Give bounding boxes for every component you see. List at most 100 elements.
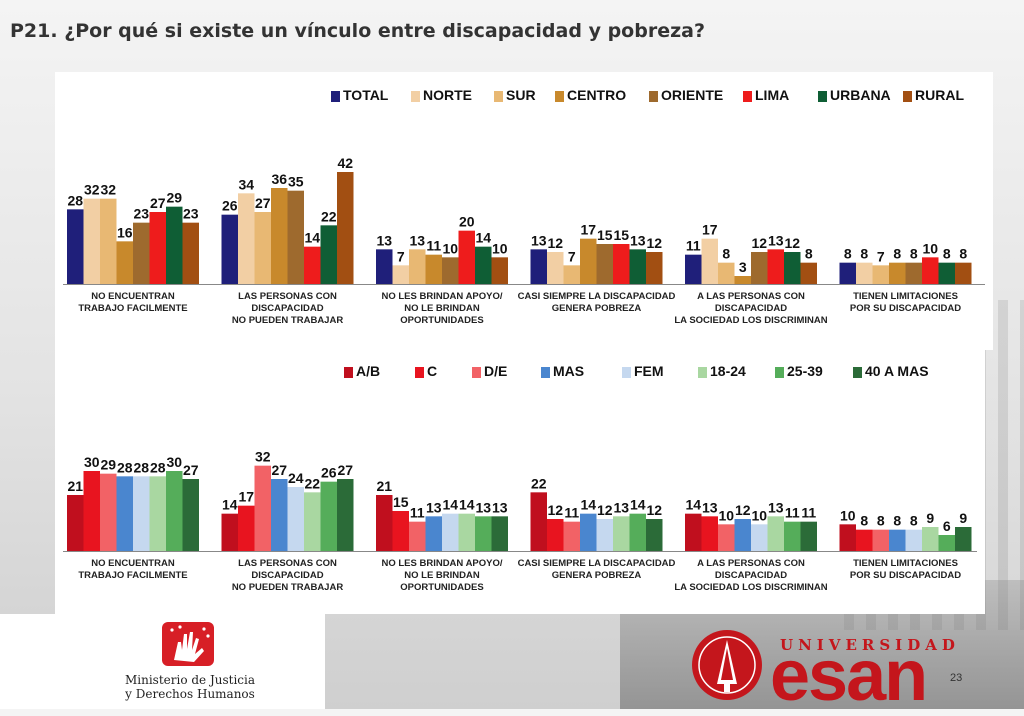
legend-label-centro: CENTRO	[567, 87, 626, 103]
category-label-5: A LAS PERSONAS CON DISCAPACIDAD LA SOCIEDA…	[674, 558, 827, 593]
ministry-name-line1: Ministerio de Justicia	[124, 673, 256, 687]
bar-rural-cat1	[182, 222, 199, 284]
bar-rural-cat6	[955, 262, 972, 284]
bar-lima-cat5	[767, 249, 784, 284]
data-label: 36	[271, 171, 287, 187]
data-label: 8	[959, 246, 967, 262]
legend-swatch-fem	[622, 367, 631, 378]
chart-panel-region: TOTAL NORTE SUR CENTRO ORIENTE LIMA URBANA RURA…	[55, 72, 993, 350]
legend-label-mas: MAS	[553, 363, 584, 379]
legend-swatch-sur	[494, 91, 503, 102]
bar-fem-cat1	[133, 476, 150, 551]
data-label: 32	[255, 449, 271, 465]
bar-sur-cat1	[100, 198, 117, 284]
data-label: 13	[492, 499, 508, 515]
data-label: 14	[442, 497, 458, 513]
data-label: 8	[805, 246, 813, 262]
data-label: 7	[877, 248, 885, 264]
data-label: 12	[547, 502, 563, 518]
bar-18-24-cat6	[922, 527, 939, 551]
data-label: 35	[288, 174, 304, 190]
bar-mas-cat2	[271, 479, 288, 551]
bar-lima-cat4	[613, 244, 630, 284]
category-label-2: LAS PERSONAS CON DISCAPACIDAD NO PUEDEN TR…	[232, 558, 344, 593]
category-label-1: NO ENCUENTRAN TRABAJO FACILMENTE	[78, 558, 187, 581]
legend-label-25-39: 25-39	[787, 363, 823, 379]
legend-label-lima: LIMA	[755, 87, 789, 103]
bar-mas-cat1	[116, 476, 133, 551]
legend-swatch-mas	[541, 367, 550, 378]
data-label: 13	[613, 499, 629, 515]
page-number: 23	[950, 672, 963, 684]
bar-c-cat1	[83, 471, 100, 551]
data-label: 30	[166, 454, 182, 470]
bar-d-e-cat3	[409, 521, 426, 551]
bar-total-cat1	[67, 209, 84, 284]
bar-40-a-mas-cat6	[955, 527, 972, 551]
data-label: 11	[686, 238, 701, 254]
category-label-3: NO LES BRINDAN APOYO/NO LE BRINDAN OPORTU…	[381, 291, 502, 326]
data-label: 14	[222, 497, 238, 513]
data-label: 11	[801, 505, 816, 521]
data-label: 30	[84, 454, 100, 470]
data-label: 32	[84, 182, 100, 198]
legend-label-norte: NORTE	[423, 87, 472, 103]
data-label: 13	[376, 232, 392, 248]
legend-swatch-18-24	[698, 367, 707, 378]
bar-total-cat3	[376, 249, 393, 284]
data-label: 14	[304, 230, 320, 246]
data-label: 10	[442, 240, 458, 256]
bar-sur-cat6	[872, 265, 889, 284]
bar-25-39-cat2	[320, 481, 337, 551]
data-label: 8	[893, 513, 901, 529]
data-label: 29	[100, 457, 116, 473]
bar-40-a-mas-cat4	[646, 519, 663, 551]
legend-swatch-centro	[555, 91, 564, 102]
bar-urbana-cat3	[475, 246, 492, 284]
bar-sur-cat4	[563, 265, 580, 284]
bar-mas-cat3	[425, 516, 442, 551]
data-label: 13	[768, 232, 784, 248]
bar-norte-cat1	[83, 198, 100, 284]
legend-swatch-norte	[411, 91, 420, 102]
data-label: 8	[844, 246, 852, 262]
bar-norte-cat6	[856, 262, 873, 284]
data-label: 12	[597, 502, 613, 518]
bar-lima-cat1	[149, 212, 166, 284]
university-word: UNIVERSIDAD	[780, 636, 960, 654]
bar-oriente-cat1	[133, 222, 150, 284]
data-label: 13	[630, 232, 646, 248]
bar-d-e-cat6	[872, 529, 889, 551]
bar-40-a-mas-cat2	[337, 479, 354, 551]
bar-40-a-mas-cat3	[491, 516, 508, 551]
data-label: 23	[183, 206, 199, 222]
data-label: 8	[943, 246, 951, 262]
bar-fem-cat6	[905, 529, 922, 551]
legend-label-c: C	[427, 363, 437, 379]
bar-oriente-cat2	[287, 190, 304, 284]
bar-40-a-mas-cat1	[182, 479, 199, 551]
data-label: 14	[475, 230, 491, 246]
data-label: 10	[492, 240, 508, 256]
bar-mas-cat6	[889, 529, 906, 551]
legend-swatch-d-e	[472, 367, 481, 378]
bar-fem-cat3	[442, 513, 459, 551]
bar-centro-cat2	[271, 188, 288, 284]
bar-18-24-cat1	[149, 476, 166, 551]
data-label: 28	[67, 192, 83, 208]
legend-swatch-urbana	[818, 91, 827, 102]
bar-urbana-cat6	[938, 262, 955, 284]
bar-25-39-cat5	[784, 521, 801, 551]
legend-label-d-e: D/E	[484, 363, 507, 379]
bar-a-b-cat5	[685, 513, 702, 551]
data-label: 27	[271, 462, 287, 478]
data-label: 10	[718, 507, 734, 523]
legend-label-rural: RURAL	[915, 87, 964, 103]
bar-a-b-cat6	[839, 524, 856, 551]
legend-label-sur: SUR	[506, 87, 536, 103]
data-label: 21	[376, 478, 392, 494]
data-label: 22	[531, 475, 547, 491]
bar-lima-cat2	[304, 246, 321, 284]
data-label: 34	[238, 176, 254, 192]
data-label: 14	[580, 497, 596, 513]
